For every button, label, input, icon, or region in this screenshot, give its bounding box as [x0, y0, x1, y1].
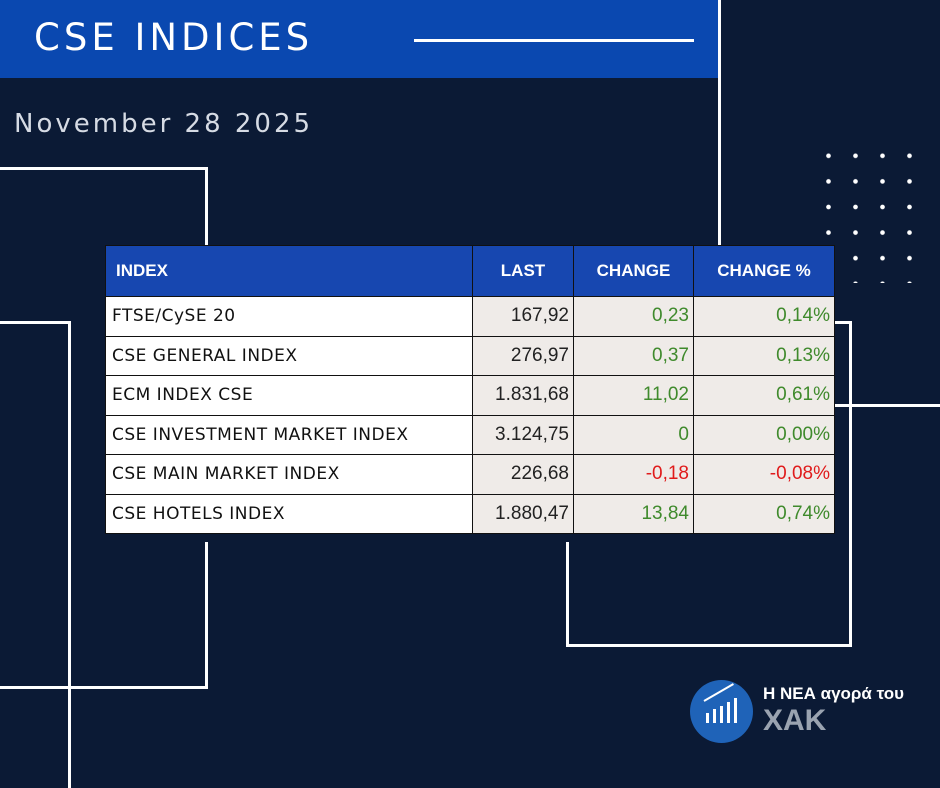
decor-line	[718, 0, 721, 245]
decor-line	[205, 542, 208, 688]
table-row: CSE MAIN MARKET INDEX 226,68 -0,18 -0,08…	[105, 454, 835, 495]
decor-line	[566, 542, 569, 647]
logo-tagline: Η ΝΕΑ αγορά του	[763, 684, 904, 703]
change-value: -0,18	[573, 454, 694, 495]
bar-chart-icon	[690, 680, 753, 743]
index-name: CSE MAIN MARKET INDEX	[105, 454, 473, 495]
change-pct-value: 0,14%	[693, 296, 835, 337]
logo-bar	[713, 709, 716, 723]
decor-line	[849, 321, 852, 647]
date-label: November 28 2025	[14, 109, 314, 139]
logo-bar	[734, 698, 737, 723]
table-row: FTSE/CySE 20 167,92 0,23 0,14%	[105, 296, 835, 337]
column-header-change: CHANGE	[573, 245, 694, 297]
change-value: 0,23	[573, 296, 694, 337]
change-pct-value: -0,08%	[693, 454, 835, 495]
table-row: CSE GENERAL INDEX 276,97 0,37 0,13%	[105, 335, 835, 376]
change-pct-value: 0,00%	[693, 414, 835, 455]
last-value: 3.124,75	[472, 414, 574, 455]
index-name: ECM INDEX CSE	[105, 375, 473, 416]
last-value: 276,97	[472, 335, 574, 376]
page-title: CSE INDICES	[34, 16, 314, 59]
change-value: 0	[573, 414, 694, 455]
change-pct-value: 0,74%	[693, 493, 835, 534]
decor-line	[68, 321, 71, 788]
index-name: CSE HOTELS INDEX	[105, 493, 473, 534]
decor-line	[0, 167, 208, 170]
table-row: CSE HOTELS INDEX 1.880,47 13,84 0,74%	[105, 493, 835, 534]
change-value: 11,02	[573, 375, 694, 416]
change-pct-value: 0,13%	[693, 335, 835, 376]
decor-line	[0, 321, 70, 324]
logo-bar	[727, 702, 730, 723]
decor-line	[834, 321, 852, 324]
last-value: 1.880,47	[472, 493, 574, 534]
change-pct-value: 0,61%	[693, 375, 835, 416]
decor-line	[205, 167, 208, 245]
last-value: 226,68	[472, 454, 574, 495]
last-value: 1.831,68	[472, 375, 574, 416]
index-name: FTSE/CySE 20	[105, 296, 473, 337]
column-header-index: INDEX	[105, 245, 473, 297]
index-name: CSE GENERAL INDEX	[105, 335, 473, 376]
change-value: 0,37	[573, 335, 694, 376]
decor-line	[0, 686, 208, 689]
decor-line	[566, 644, 852, 647]
logo-bar	[720, 706, 723, 723]
logo-bar	[706, 713, 709, 723]
table-row: CSE INVESTMENT MARKET INDEX 3.124,75 0 0…	[105, 414, 835, 455]
change-value: 13,84	[573, 493, 694, 534]
table-header-row: INDEX LAST CHANGE CHANGE %	[105, 245, 835, 297]
logo-wordmark: ΧΑΚ	[763, 704, 827, 737]
table-row: ECM INDEX CSE 1.831,68 11,02 0,61%	[105, 375, 835, 416]
column-header-last: LAST	[472, 245, 574, 297]
indices-table: INDEX LAST CHANGE CHANGE % FTSE/CySE 20 …	[105, 245, 835, 534]
trend-arrow-icon	[703, 683, 734, 702]
dot-grid	[815, 143, 933, 283]
title-rule	[414, 39, 694, 42]
decor-line	[834, 404, 940, 407]
column-header-change-pct: CHANGE %	[693, 245, 835, 297]
index-name: CSE INVESTMENT MARKET INDEX	[105, 414, 473, 455]
header-bar: CSE INDICES	[0, 0, 718, 78]
last-value: 167,92	[472, 296, 574, 337]
